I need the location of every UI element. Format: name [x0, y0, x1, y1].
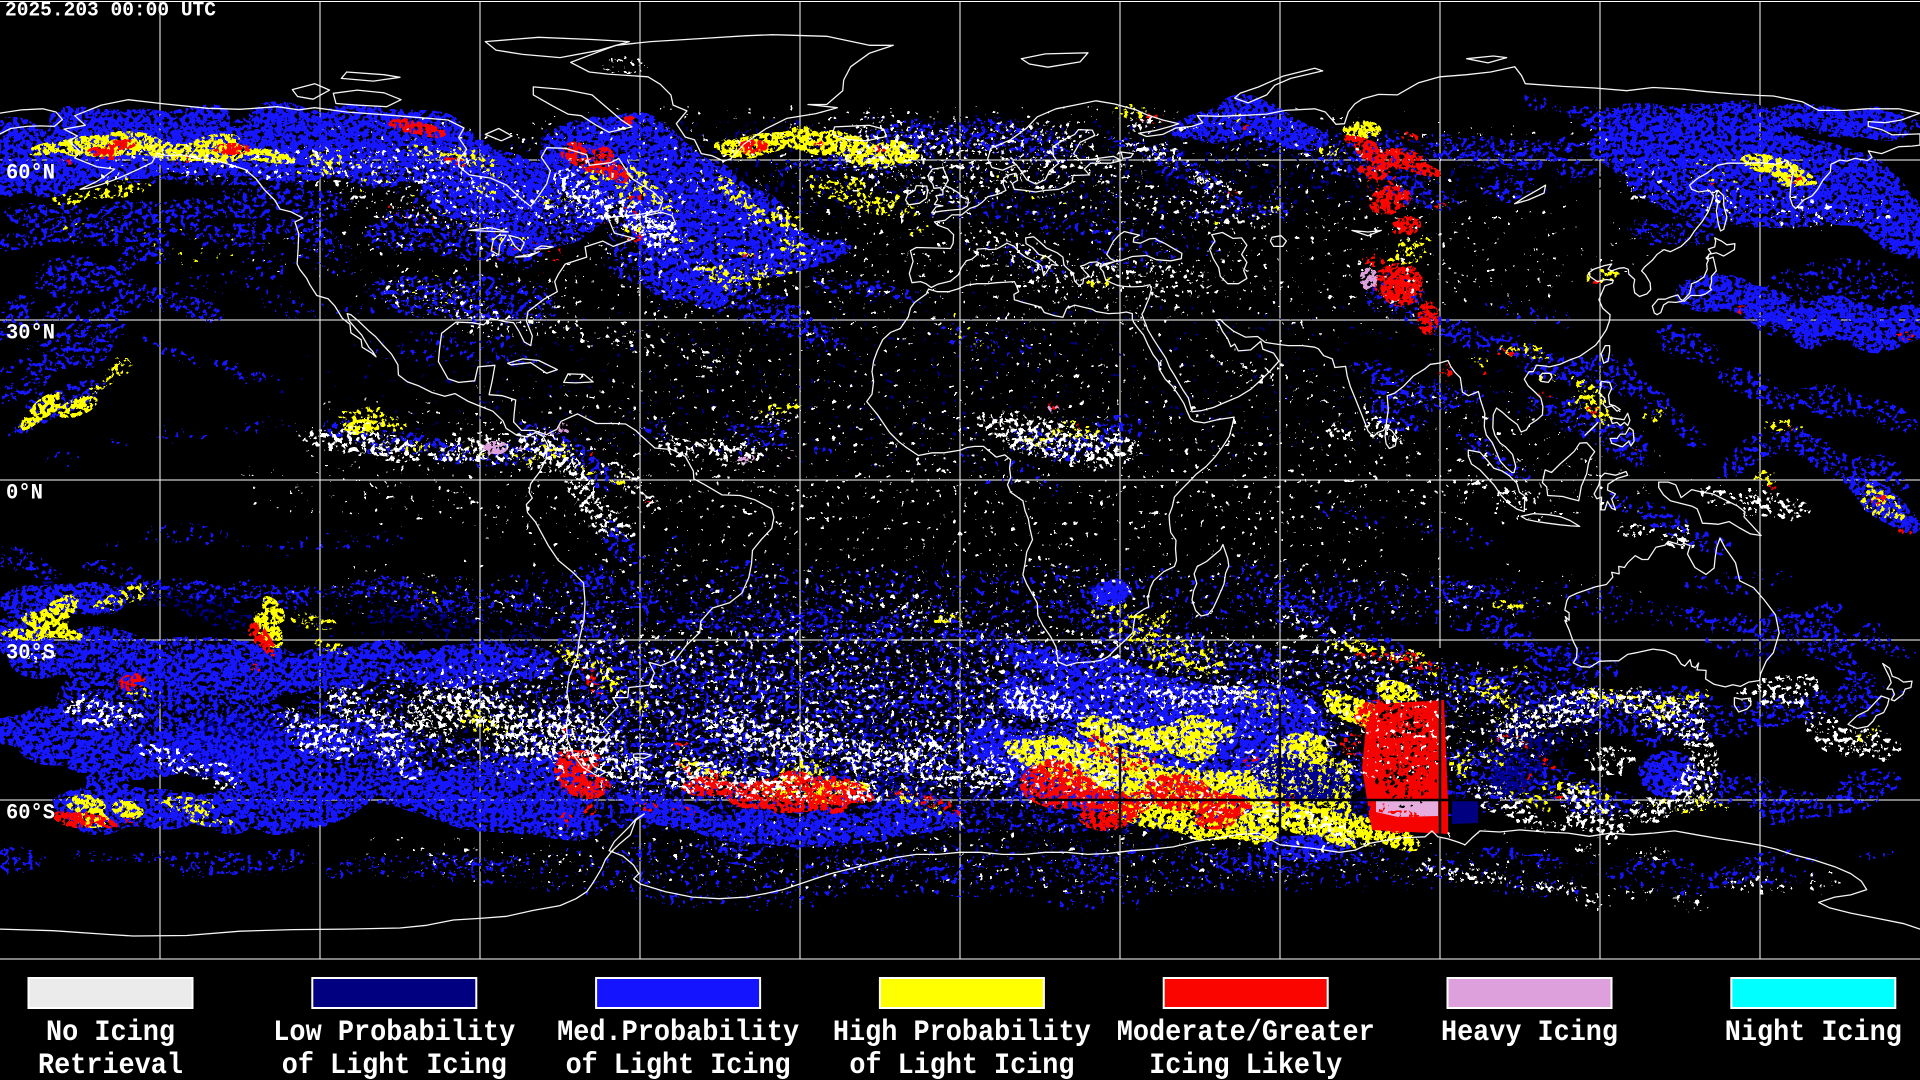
svg-text:Icing Likely: Icing Likely	[1149, 1049, 1342, 1080]
svg-text:No Icing: No Icing	[46, 1016, 175, 1050]
svg-text:0°N: 0°N	[6, 480, 43, 506]
svg-text:60°N: 60°N	[6, 160, 55, 186]
svg-text:Retrieval: Retrieval	[38, 1049, 183, 1080]
svg-text:of Light Icing: of Light Icing	[566, 1049, 791, 1080]
svg-text:Moderate/Greater: Moderate/Greater	[1117, 1016, 1375, 1050]
svg-text:2025.203 00:00 UTC: 2025.203 00:00 UTC	[5, 0, 216, 23]
svg-text:Med.Probability: Med.Probability	[557, 1016, 799, 1050]
svg-text:30°N: 30°N	[6, 320, 55, 346]
svg-text:Night Icing: Night Icing	[1725, 1016, 1902, 1050]
svg-text:High Probability: High Probability	[833, 1016, 1091, 1050]
svg-text:60°S: 60°S	[6, 800, 55, 826]
svg-text:Heavy Icing: Heavy Icing	[1441, 1016, 1618, 1050]
svg-text:Low Probability: Low Probability	[273, 1016, 515, 1050]
svg-text:of Light Icing: of Light Icing	[849, 1049, 1074, 1080]
svg-text:30°S: 30°S	[6, 640, 55, 666]
svg-text:of Light Icing: of Light Icing	[282, 1049, 507, 1080]
